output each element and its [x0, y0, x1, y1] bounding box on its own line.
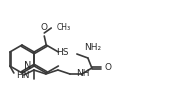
Text: HN: HN: [16, 70, 29, 79]
Text: O: O: [105, 63, 112, 72]
Text: CH₃: CH₃: [56, 23, 70, 32]
Text: NH₂: NH₂: [84, 43, 101, 52]
Text: N: N: [24, 61, 31, 71]
Text: HS: HS: [56, 48, 69, 56]
Text: NH: NH: [76, 68, 89, 77]
Text: O: O: [41, 23, 48, 32]
